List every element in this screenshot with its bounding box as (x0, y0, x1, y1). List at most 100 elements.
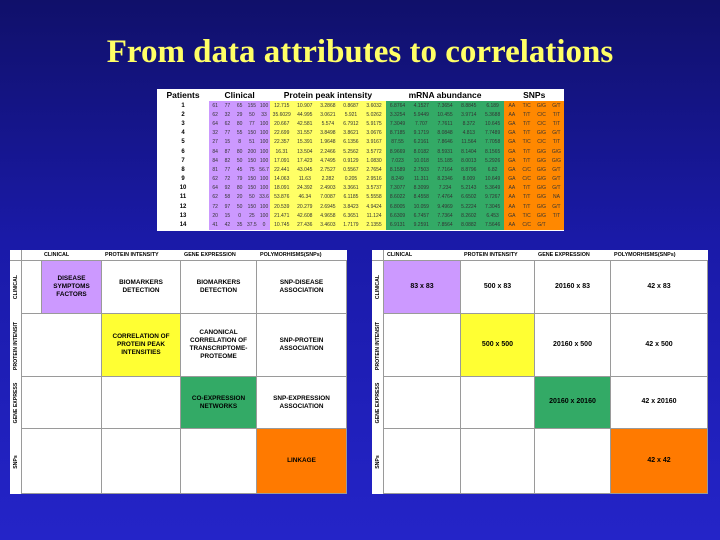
mrna-value: 10.018 (409, 156, 434, 166)
clinical-value: 0 (257, 220, 271, 230)
protein-value: 4.7495 (316, 156, 340, 166)
clinical-value: 45 (233, 165, 246, 175)
snp-value: NA (548, 192, 564, 203)
clinical-value: 77 (245, 119, 258, 129)
clinical-value: 100 (257, 202, 271, 212)
clinical-value: 37.5 (245, 220, 258, 230)
clinical-value: 15 (221, 211, 234, 221)
mrna-value: 5.3688 (480, 110, 505, 120)
clinical-value: 100 (257, 156, 271, 166)
snp-value: AA (504, 183, 520, 193)
patient-id: 13 (157, 211, 210, 221)
clinical-value: 50 (245, 110, 258, 120)
protein-value: 4.9424 (362, 202, 386, 212)
snp-value: G/G (548, 156, 564, 166)
clinical-value: 64 (209, 119, 222, 129)
clinical-value: 92 (221, 183, 234, 193)
table-row: 10 64 92 80 150 100 18.091 24.392 2.4903 3.3661 3.… (157, 183, 564, 193)
analysis-type-matrix: CLINICAL PROTEIN INTENSITY GENE EXPRESSI… (10, 250, 347, 494)
cell-snp-snp: LINKAGE (257, 429, 347, 494)
mrna-value: 6.8005 (385, 202, 410, 212)
protein-value: 2.7654 (362, 165, 386, 175)
clinical-value: 51 (245, 137, 258, 147)
cell-clinical-clinical: 83 x 83 (384, 261, 461, 314)
snp-value: C/C (534, 110, 549, 120)
protein-value: 24.392 (293, 183, 317, 193)
clinical-value: 77 (221, 165, 234, 175)
snp-value: G/T (548, 128, 564, 138)
cell-snp-snp: 42 x 42 (611, 429, 708, 494)
cell-gene-snp: 42 x 20160 (611, 377, 708, 429)
table-row: 7 84 82 50 150 100 17.091 17.423 4.7495 0.9129 1.0… (157, 156, 564, 166)
protein-value: 10.745 (270, 220, 294, 230)
protein-value: 43.045 (293, 165, 317, 175)
mrna-value: 5.2143 (456, 183, 481, 193)
clinical-value: 84 (209, 156, 222, 166)
col-header-polymorphisms: POLYMORHISMS(SNPs) (614, 252, 676, 258)
protein-value: 3.2868 (316, 101, 340, 111)
mrna-value: 9.2591 (409, 220, 434, 230)
row-header-protein-intensity: PROTEIN INTENSIT (374, 321, 381, 370)
clinical-value: 32 (209, 128, 222, 138)
protein-value: 17.423 (293, 156, 317, 166)
protein-value: 5.574 (316, 119, 340, 129)
patient-id: 5 (157, 137, 210, 147)
protein-value: 2.282 (316, 174, 340, 184)
snp-value: T/T (519, 146, 535, 157)
mrna-value: 8.9669 (385, 146, 410, 157)
protein-value: 20.539 (270, 202, 294, 212)
protein-value: 1.9648 (316, 137, 340, 147)
protein-value: 11.124 (362, 211, 386, 221)
mrna-value: 7.7611 (433, 119, 457, 129)
protein-value: 3.3661 (339, 183, 363, 193)
mrna-value: 10.059 (409, 202, 434, 212)
clinical-value: 150 (245, 128, 258, 138)
clinical-value: 50 (245, 192, 258, 203)
snp-value: T/T (519, 202, 535, 212)
matrix-dimensions: CLINICAL PROTEIN INTENSITY GENE EXPRESSI… (372, 250, 708, 494)
clinical-value: 62 (221, 119, 234, 129)
clinical-value: 81 (209, 165, 222, 175)
protein-value: 3.4603 (316, 220, 340, 230)
clinical-value: 25 (245, 211, 258, 221)
table-row: 11 62 58 20 50 33.6 53.876 46.34 7.0087 6.1185 5.5… (157, 192, 564, 203)
data-attributes-table: Patients Clinical Protein peak intensity… (157, 89, 564, 231)
header-snps: SNPs (523, 90, 546, 100)
protein-value: 6.1185 (339, 192, 363, 203)
mrna-value: 7.234 (433, 183, 457, 193)
table-row: 13 20 15 0 25 100 21.471 42.608 4.9658 6.3651 11.1… (157, 211, 564, 221)
col-header-gene-expression: GENE EXPRESSION (538, 252, 590, 258)
col-header-clinical: CLINICAL (387, 252, 413, 258)
row-header-protein-intensity: PROTEIN INTENSIT (12, 321, 19, 370)
mrna-value: 5.2926 (480, 156, 505, 166)
protein-value: 14.063 (270, 174, 294, 184)
protein-value: 5.9175 (362, 119, 386, 129)
protein-value: 6.3651 (339, 211, 363, 221)
cell-protein-gene: 20160 x 500 (535, 314, 611, 377)
cell-protein-protein: CORRELATION OF PROTEIN PEAK INTENSITIES (102, 314, 181, 377)
mrna-value: 7.7058 (480, 137, 505, 147)
snp-value: GA (504, 211, 520, 221)
protein-value: 3.6032 (362, 101, 386, 111)
mrna-value: 7.707 (409, 119, 434, 129)
mrna-value: 7.3077 (385, 183, 410, 193)
mrna-value: 6.8764 (385, 101, 410, 111)
table-row: 5 27 15 8 51 100 22.357 15.391 1.9648 6.1356 3.916… (157, 137, 564, 147)
snp-value: T/T (519, 119, 535, 129)
clinical-value: 72 (221, 174, 234, 184)
snp-value: T/T (519, 128, 535, 138)
table-row: 2 62 32 29 50 33 35.6029 44.995 3.0621 5.921 5.026… (157, 110, 564, 120)
clinical-value: 80 (233, 146, 246, 157)
snp-value: G/G (534, 165, 549, 175)
snp-value: T/T (548, 211, 564, 221)
snp-value: G/T (548, 183, 564, 193)
mrna-value: 15.185 (433, 156, 457, 166)
table-row: 6 84 87 80 200 100 16.31 13.504 2.2466 5.2562 3.57… (157, 146, 564, 157)
mrna-value: 11.311 (409, 174, 434, 184)
protein-value: 46.34 (293, 192, 317, 203)
mrna-value: 8.2346 (433, 174, 457, 184)
snp-value: GA (504, 128, 520, 138)
snp-value: G/T (534, 220, 549, 230)
clinical-value: 32 (221, 110, 234, 120)
mrna-value: 7.5646 (480, 220, 505, 230)
